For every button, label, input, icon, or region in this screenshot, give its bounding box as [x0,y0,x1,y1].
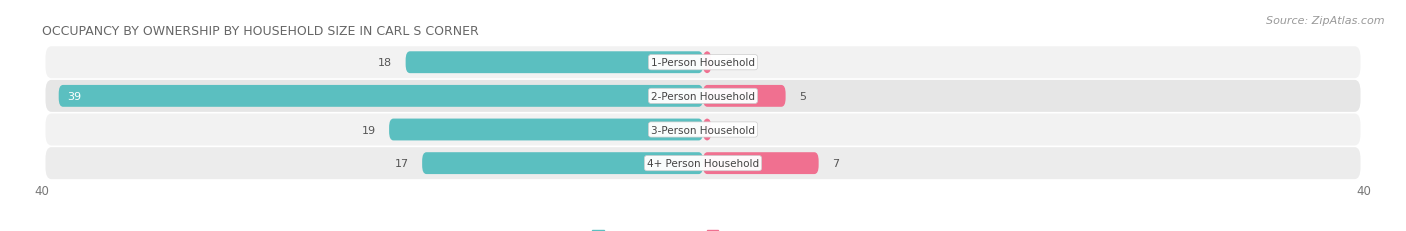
Legend: Owner-occupied, Renter-occupied: Owner-occupied, Renter-occupied [588,225,818,231]
FancyBboxPatch shape [59,85,703,107]
Text: 18: 18 [378,58,392,68]
FancyBboxPatch shape [45,81,1361,112]
FancyBboxPatch shape [703,52,711,74]
FancyBboxPatch shape [703,152,818,174]
Text: 0: 0 [724,125,731,135]
Text: 7: 7 [832,158,839,168]
Text: Source: ZipAtlas.com: Source: ZipAtlas.com [1267,16,1385,26]
FancyBboxPatch shape [389,119,703,141]
FancyBboxPatch shape [703,119,711,141]
Text: 0: 0 [724,58,731,68]
Text: 19: 19 [361,125,375,135]
FancyBboxPatch shape [45,47,1361,79]
Text: 3-Person Household: 3-Person Household [651,125,755,135]
FancyBboxPatch shape [703,85,786,107]
Text: 17: 17 [395,158,409,168]
Text: 2-Person Household: 2-Person Household [651,91,755,101]
Text: 1-Person Household: 1-Person Household [651,58,755,68]
Text: 4+ Person Household: 4+ Person Household [647,158,759,168]
FancyBboxPatch shape [422,152,703,174]
Text: OCCUPANCY BY OWNERSHIP BY HOUSEHOLD SIZE IN CARL S CORNER: OCCUPANCY BY OWNERSHIP BY HOUSEHOLD SIZE… [42,25,479,38]
Text: 5: 5 [799,91,806,101]
FancyBboxPatch shape [45,148,1361,179]
Text: 39: 39 [67,91,82,101]
FancyBboxPatch shape [45,114,1361,146]
FancyBboxPatch shape [405,52,703,74]
